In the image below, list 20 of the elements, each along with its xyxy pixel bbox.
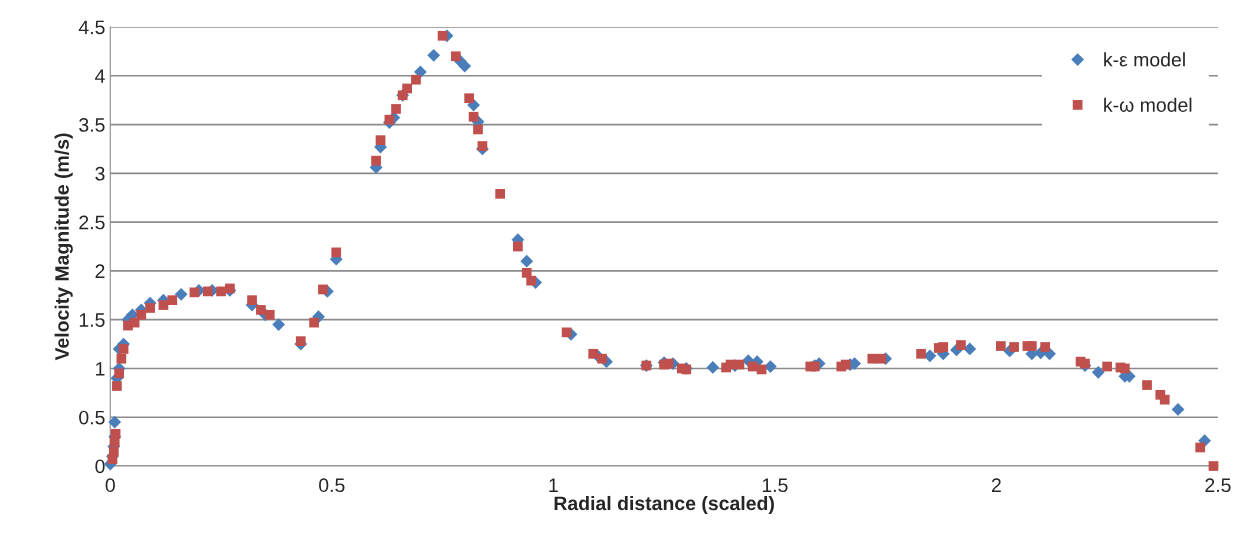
x-tick-label: 1 bbox=[549, 478, 558, 492]
legend-label: k-ε model bbox=[1104, 52, 1185, 67]
y-tick-label: 1.5 bbox=[79, 313, 105, 327]
y-tick-label: 2.5 bbox=[79, 215, 105, 230]
x-axis-title: Radial distance (scaled) bbox=[554, 495, 774, 515]
x-tick-label: 2.5 bbox=[1205, 478, 1231, 493]
y-axis-title: Velocity Magnitude (m/s) bbox=[54, 133, 73, 361]
x-tick-label: 1.5 bbox=[762, 478, 788, 493]
x-tick-label: 0.5 bbox=[319, 478, 345, 493]
x-tick-label: 0 bbox=[105, 478, 115, 493]
legend-label: k-ω model bbox=[1104, 97, 1192, 112]
x-tick-label: 2 bbox=[991, 478, 1001, 492]
y-tick-label: 1 bbox=[96, 362, 105, 376]
y-tick-label: 4.5 bbox=[78, 20, 105, 35]
y-tick-label: 0 bbox=[95, 459, 105, 474]
y-tick-label: 4 bbox=[95, 69, 105, 83]
y-tick-label: 0.5 bbox=[79, 410, 105, 425]
y-tick-label: 3.5 bbox=[79, 118, 105, 132]
y-tick-label: 3 bbox=[95, 166, 105, 181]
y-tick-label: 2 bbox=[95, 264, 105, 278]
